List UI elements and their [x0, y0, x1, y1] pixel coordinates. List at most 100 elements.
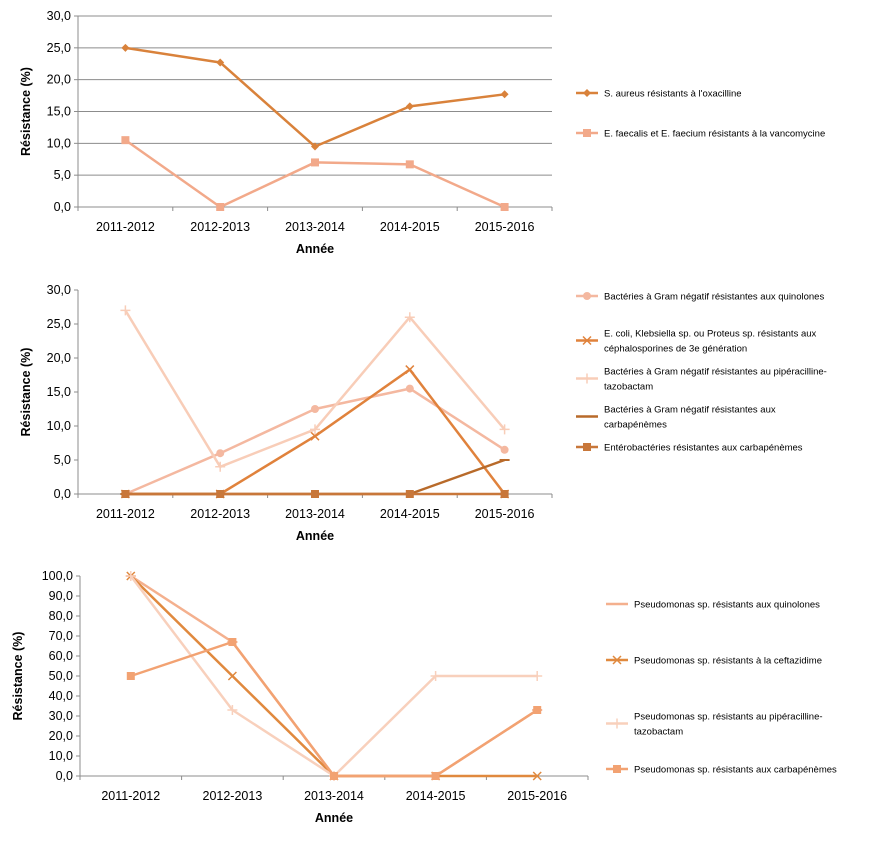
legend-item: E. faecalis et E. faecium résistants à l… — [576, 129, 825, 140]
data-point — [499, 424, 510, 435]
y-tick-label: 70,0 — [49, 629, 73, 643]
data-point — [330, 772, 338, 780]
x-tick-label: 2011-2012 — [96, 507, 155, 521]
legend-label: Bactéries à Gram négatif résistantes au … — [604, 367, 827, 378]
legend-label: céphalosporines de 3e génération — [604, 344, 747, 355]
legend-item: S. aureus résistants à l'oxacilline — [576, 89, 742, 100]
legend-swatch-marker — [582, 335, 592, 346]
x-tick-label: 2014-2015 — [380, 220, 440, 234]
data-point — [216, 58, 225, 67]
chart-1: 0,0 5,0 10,0 15,0 20,0 25,0 30,0 2011-2012 2012-… — [19, 9, 825, 256]
x-tick-label: 2015-2016 — [507, 789, 567, 803]
y-tick-label: 10,0 — [47, 136, 71, 150]
y-tick-label: 25,0 — [47, 41, 71, 55]
y-axis-title: Résistance (%) — [19, 348, 33, 437]
data-point — [126, 672, 135, 680]
legend-label: S. aureus résistants à l'oxacilline — [604, 89, 742, 100]
x-tick-label: 2011-2012 — [96, 220, 155, 234]
y-tick-label: 30,0 — [49, 709, 73, 723]
data-point — [216, 449, 225, 458]
y-tick-label: 20,0 — [47, 351, 71, 365]
legend-label: Pseudomonas sp. résistants au pipéracill… — [634, 712, 823, 723]
data-point — [228, 638, 237, 646]
legend-item: Pseudomonas sp. résistants aux carbapénè… — [606, 765, 837, 776]
legend-swatch-marker — [583, 89, 591, 97]
data-point — [532, 671, 543, 681]
series-1 — [121, 43, 509, 151]
y-tick-label: 20,0 — [47, 73, 71, 87]
x-tick-label: 2015-2016 — [475, 507, 535, 521]
legend-label: E. faecalis et E. faecium résistants à l… — [604, 129, 825, 140]
y-tick-label: 0,0 — [56, 769, 73, 783]
legend-item: Pseudomonas sp. résistants aux quinolone… — [606, 600, 820, 611]
y-tick-label: 15,0 — [47, 385, 71, 399]
y-tick-label: 80,0 — [49, 609, 73, 623]
y-tick-label: 100,0 — [42, 569, 73, 583]
series-3 — [120, 305, 510, 472]
x-tick-label: 2012-2013 — [190, 220, 250, 234]
series-line — [124, 309, 506, 469]
data-point — [500, 90, 509, 99]
legend-item: E. coli, Klebsiella sp. ou Proteus sp. r… — [576, 329, 817, 355]
series-4 — [120, 458, 510, 496]
y-tick-label: 0,0 — [54, 487, 71, 501]
legend-label: Bactéries à Gram négatif résistantes aux… — [604, 292, 824, 303]
data-point — [311, 490, 319, 498]
data-point — [310, 424, 320, 435]
legend-label: Pseudomonas sp. résistants à la ceftazid… — [634, 656, 822, 667]
legend-label: Entérobactéries résistantes aux carbapén… — [604, 443, 803, 454]
x-tick-label: 2012-2013 — [203, 789, 263, 803]
data-point — [532, 771, 542, 781]
series-4 — [126, 638, 542, 780]
y-tick-label: 20,0 — [49, 729, 73, 743]
x-tick-label: 2013-2014 — [285, 220, 345, 234]
data-point — [311, 405, 319, 413]
data-point — [311, 158, 319, 167]
y-tick-label: 90,0 — [49, 589, 73, 603]
x-tick-label: 2014-2015 — [406, 789, 466, 803]
data-point — [227, 705, 238, 715]
legend-item: Pseudomonas sp. résistants au pipéracill… — [606, 712, 823, 738]
y-tick-label: 30,0 — [47, 283, 71, 297]
x-tick-label: 2012-2013 — [190, 507, 250, 521]
y-tick-label: 40,0 — [49, 689, 73, 703]
data-point — [404, 312, 415, 323]
legend-swatch-marker — [612, 718, 622, 729]
legend-label: Pseudomonas sp. résistants aux carbapénè… — [634, 765, 837, 776]
data-point — [431, 772, 440, 780]
legend-label: E. coli, Klebsiella sp. ou Proteus sp. r… — [604, 329, 817, 340]
data-point — [430, 671, 441, 681]
data-point — [121, 43, 130, 52]
data-point — [227, 671, 237, 681]
x-tick-label: 2013-2014 — [304, 789, 364, 803]
data-point — [500, 203, 509, 211]
data-point — [216, 490, 225, 498]
legend-item: Bactéries à Gram négatif résistantes au … — [576, 367, 827, 393]
y-tick-label: 0,0 — [54, 200, 71, 214]
legend-label: tazobactam — [604, 382, 653, 393]
y-tick-label: 5,0 — [54, 168, 71, 182]
data-point — [405, 365, 415, 375]
data-point — [500, 490, 509, 498]
x-axis-title: Année — [296, 529, 334, 543]
legend-swatch-marker — [583, 292, 591, 300]
series-line — [125, 46, 505, 148]
legend-label: carbapénèmes — [604, 420, 667, 431]
series-2 — [121, 136, 509, 211]
legend-swatch-marker — [583, 443, 591, 451]
x-tick-label: 2013-2014 — [285, 507, 345, 521]
chart-3: 0,0 10,0 20,0 30,0 40,0 50,0 60,0 70,0 80,0 90,0 1… — [11, 569, 837, 825]
y-tick-label: 10,0 — [49, 749, 73, 763]
legend-swatch-marker — [582, 373, 592, 384]
data-point — [120, 305, 131, 316]
legend-item: Bactéries à Gram négatif résistantes aux… — [576, 292, 824, 303]
data-point — [125, 571, 136, 581]
data-point — [216, 203, 225, 211]
y-tick-label: 30,0 — [47, 9, 71, 23]
series-3 — [125, 571, 543, 781]
series-5 — [121, 490, 509, 498]
legend-swatch-marker — [612, 655, 622, 665]
series-line — [130, 640, 538, 778]
